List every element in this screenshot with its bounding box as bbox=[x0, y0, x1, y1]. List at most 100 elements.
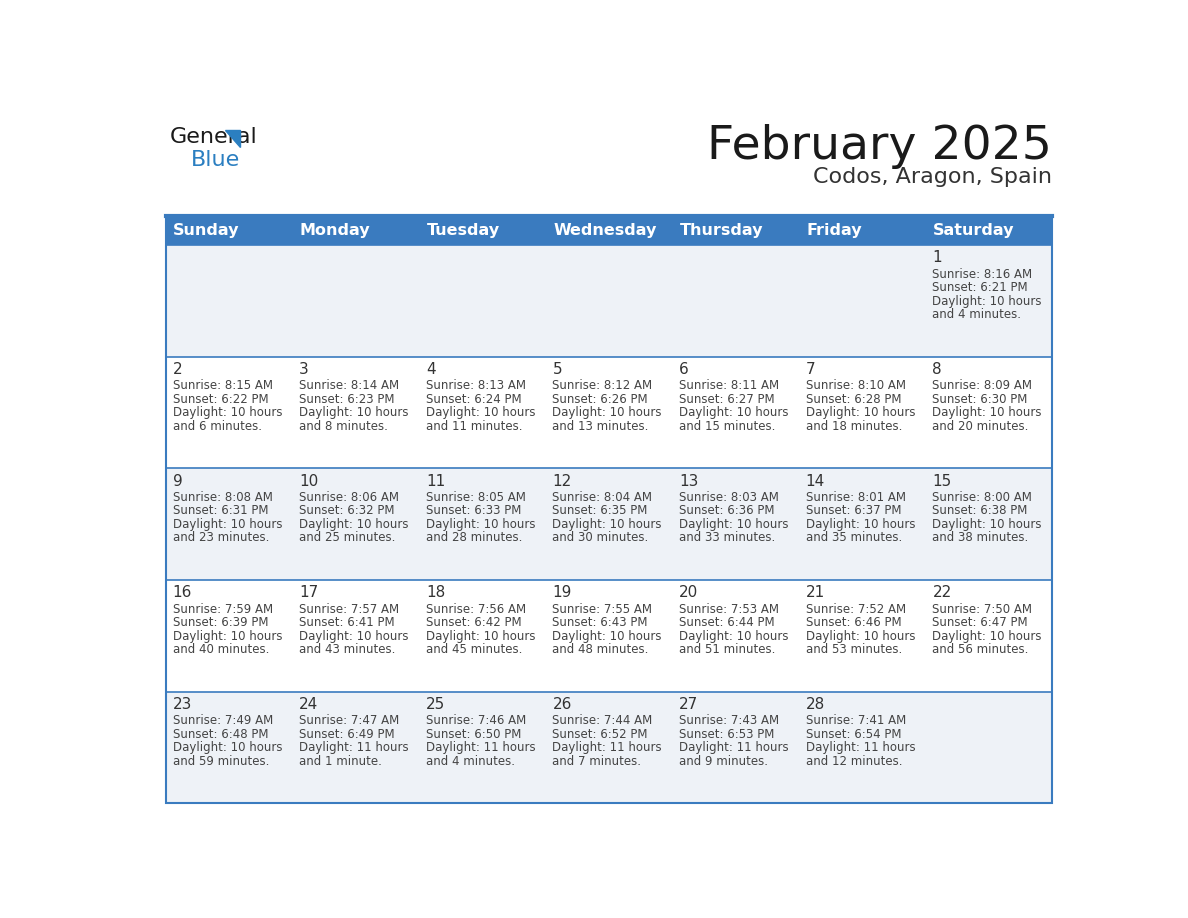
Text: Daylight: 10 hours: Daylight: 10 hours bbox=[933, 518, 1042, 531]
Text: 12: 12 bbox=[552, 474, 571, 488]
Text: and 38 minutes.: and 38 minutes. bbox=[933, 532, 1029, 544]
Text: 9: 9 bbox=[172, 474, 182, 488]
Text: Daylight: 10 hours: Daylight: 10 hours bbox=[805, 407, 915, 420]
Text: 20: 20 bbox=[680, 586, 699, 600]
Text: Daylight: 10 hours: Daylight: 10 hours bbox=[299, 630, 409, 643]
Text: Daylight: 10 hours: Daylight: 10 hours bbox=[172, 741, 282, 755]
Text: and 59 minutes.: and 59 minutes. bbox=[172, 755, 268, 767]
Text: Sunset: 6:47 PM: Sunset: 6:47 PM bbox=[933, 616, 1028, 629]
Text: Sunset: 6:54 PM: Sunset: 6:54 PM bbox=[805, 728, 902, 741]
Text: Daylight: 10 hours: Daylight: 10 hours bbox=[805, 630, 915, 643]
Text: and 33 minutes.: and 33 minutes. bbox=[680, 532, 776, 544]
Text: and 51 minutes.: and 51 minutes. bbox=[680, 643, 776, 656]
Text: Daylight: 10 hours: Daylight: 10 hours bbox=[680, 407, 789, 420]
Text: Daylight: 10 hours: Daylight: 10 hours bbox=[805, 518, 915, 531]
Text: Sunset: 6:22 PM: Sunset: 6:22 PM bbox=[172, 393, 268, 406]
Text: Sunset: 6:32 PM: Sunset: 6:32 PM bbox=[299, 504, 394, 518]
Text: and 8 minutes.: and 8 minutes. bbox=[299, 420, 388, 432]
Text: 17: 17 bbox=[299, 586, 318, 600]
Text: and 20 minutes.: and 20 minutes. bbox=[933, 420, 1029, 432]
Text: Sunrise: 8:16 AM: Sunrise: 8:16 AM bbox=[933, 268, 1032, 281]
Polygon shape bbox=[225, 130, 240, 147]
Text: 11: 11 bbox=[425, 474, 446, 488]
Text: Sunset: 6:35 PM: Sunset: 6:35 PM bbox=[552, 504, 647, 518]
Text: Sunrise: 7:46 AM: Sunrise: 7:46 AM bbox=[425, 714, 526, 727]
Text: Daylight: 11 hours: Daylight: 11 hours bbox=[425, 741, 536, 755]
Text: and 11 minutes.: and 11 minutes. bbox=[425, 420, 523, 432]
Text: and 25 minutes.: and 25 minutes. bbox=[299, 532, 396, 544]
Text: Sunset: 6:43 PM: Sunset: 6:43 PM bbox=[552, 616, 647, 629]
Text: and 28 minutes.: and 28 minutes. bbox=[425, 532, 523, 544]
Bar bbox=[165, 356, 1053, 468]
Text: Sunset: 6:23 PM: Sunset: 6:23 PM bbox=[299, 393, 394, 406]
Text: Sunrise: 8:08 AM: Sunrise: 8:08 AM bbox=[172, 491, 272, 504]
Text: Sunrise: 8:01 AM: Sunrise: 8:01 AM bbox=[805, 491, 905, 504]
Text: General: General bbox=[170, 127, 257, 147]
Text: Sunrise: 7:43 AM: Sunrise: 7:43 AM bbox=[680, 714, 779, 727]
Text: 5: 5 bbox=[552, 362, 562, 377]
Text: 3: 3 bbox=[299, 362, 309, 377]
Text: 2: 2 bbox=[172, 362, 182, 377]
Text: Sunrise: 8:10 AM: Sunrise: 8:10 AM bbox=[805, 379, 905, 392]
Text: Sunrise: 8:13 AM: Sunrise: 8:13 AM bbox=[425, 379, 526, 392]
Text: Daylight: 10 hours: Daylight: 10 hours bbox=[680, 630, 789, 643]
Text: 7: 7 bbox=[805, 362, 815, 377]
Text: Sunset: 6:28 PM: Sunset: 6:28 PM bbox=[805, 393, 902, 406]
Text: and 1 minute.: and 1 minute. bbox=[299, 755, 383, 767]
Text: Daylight: 10 hours: Daylight: 10 hours bbox=[172, 630, 282, 643]
Text: Sunrise: 7:47 AM: Sunrise: 7:47 AM bbox=[299, 714, 399, 727]
Text: Sunrise: 7:44 AM: Sunrise: 7:44 AM bbox=[552, 714, 652, 727]
Text: Sunset: 6:41 PM: Sunset: 6:41 PM bbox=[299, 616, 394, 629]
Text: Friday: Friday bbox=[807, 223, 862, 238]
Text: Sunset: 6:37 PM: Sunset: 6:37 PM bbox=[805, 504, 902, 518]
Text: Sunset: 6:44 PM: Sunset: 6:44 PM bbox=[680, 616, 775, 629]
Text: Sunset: 6:26 PM: Sunset: 6:26 PM bbox=[552, 393, 649, 406]
Text: 13: 13 bbox=[680, 474, 699, 488]
Text: Sunrise: 7:55 AM: Sunrise: 7:55 AM bbox=[552, 602, 652, 616]
Text: Sunset: 6:30 PM: Sunset: 6:30 PM bbox=[933, 393, 1028, 406]
Text: 6: 6 bbox=[680, 362, 689, 377]
Text: Sunrise: 8:06 AM: Sunrise: 8:06 AM bbox=[299, 491, 399, 504]
Text: Daylight: 10 hours: Daylight: 10 hours bbox=[299, 407, 409, 420]
Text: 22: 22 bbox=[933, 586, 952, 600]
Text: Sunset: 6:27 PM: Sunset: 6:27 PM bbox=[680, 393, 775, 406]
Text: 14: 14 bbox=[805, 474, 824, 488]
Text: and 35 minutes.: and 35 minutes. bbox=[805, 532, 902, 544]
Text: Sunset: 6:31 PM: Sunset: 6:31 PM bbox=[172, 504, 268, 518]
Text: Sunset: 6:53 PM: Sunset: 6:53 PM bbox=[680, 728, 775, 741]
Bar bbox=[165, 691, 1053, 803]
Text: Daylight: 11 hours: Daylight: 11 hours bbox=[552, 741, 662, 755]
Text: Daylight: 10 hours: Daylight: 10 hours bbox=[933, 295, 1042, 308]
Text: Daylight: 10 hours: Daylight: 10 hours bbox=[552, 407, 662, 420]
Text: Sunset: 6:52 PM: Sunset: 6:52 PM bbox=[552, 728, 647, 741]
Text: Sunrise: 7:57 AM: Sunrise: 7:57 AM bbox=[299, 602, 399, 616]
Text: and 4 minutes.: and 4 minutes. bbox=[425, 755, 514, 767]
Text: Sunrise: 7:59 AM: Sunrise: 7:59 AM bbox=[172, 602, 273, 616]
Text: 18: 18 bbox=[425, 586, 446, 600]
Text: 21: 21 bbox=[805, 586, 824, 600]
Text: Daylight: 10 hours: Daylight: 10 hours bbox=[425, 518, 536, 531]
Bar bbox=[165, 468, 1053, 580]
Text: 10: 10 bbox=[299, 474, 318, 488]
Text: Monday: Monday bbox=[299, 223, 371, 238]
Text: Sunset: 6:24 PM: Sunset: 6:24 PM bbox=[425, 393, 522, 406]
Text: and 4 minutes.: and 4 minutes. bbox=[933, 308, 1022, 321]
Text: Daylight: 10 hours: Daylight: 10 hours bbox=[299, 518, 409, 531]
Text: Sunset: 6:39 PM: Sunset: 6:39 PM bbox=[172, 616, 268, 629]
Text: Wednesday: Wednesday bbox=[554, 223, 657, 238]
Text: Sunrise: 7:52 AM: Sunrise: 7:52 AM bbox=[805, 602, 906, 616]
Text: Sunrise: 8:14 AM: Sunrise: 8:14 AM bbox=[299, 379, 399, 392]
Text: Thursday: Thursday bbox=[680, 223, 764, 238]
Text: Daylight: 10 hours: Daylight: 10 hours bbox=[425, 407, 536, 420]
Text: 19: 19 bbox=[552, 586, 571, 600]
Text: Sunset: 6:36 PM: Sunset: 6:36 PM bbox=[680, 504, 775, 518]
Text: and 9 minutes.: and 9 minutes. bbox=[680, 755, 769, 767]
Text: 4: 4 bbox=[425, 362, 436, 377]
Text: Sunrise: 7:56 AM: Sunrise: 7:56 AM bbox=[425, 602, 526, 616]
Text: Sunrise: 8:04 AM: Sunrise: 8:04 AM bbox=[552, 491, 652, 504]
Text: and 18 minutes.: and 18 minutes. bbox=[805, 420, 902, 432]
Text: 24: 24 bbox=[299, 697, 318, 711]
Text: Daylight: 10 hours: Daylight: 10 hours bbox=[933, 407, 1042, 420]
Text: Daylight: 10 hours: Daylight: 10 hours bbox=[172, 407, 282, 420]
Bar bbox=[165, 217, 1053, 803]
